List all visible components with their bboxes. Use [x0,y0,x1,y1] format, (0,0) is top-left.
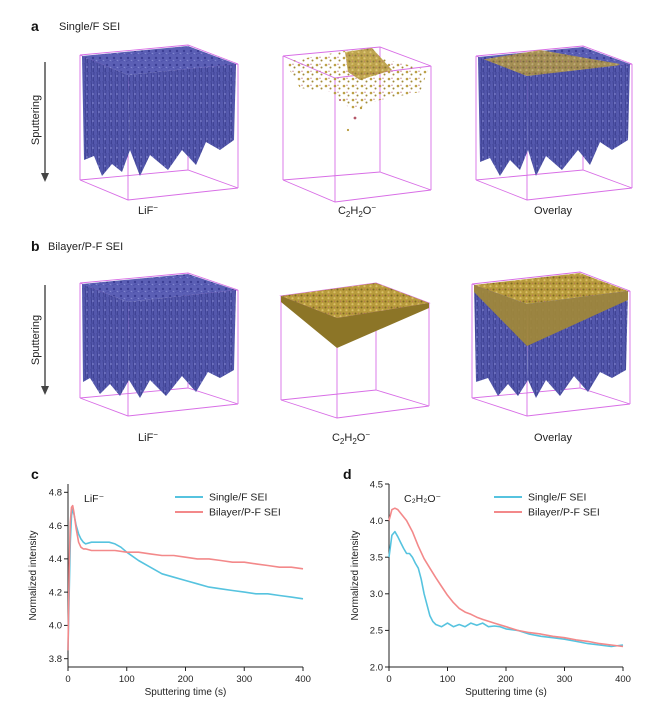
sputtering-arrowhead-b [41,386,49,395]
chart-c: 0 100 200 300 400 3.8 4.0 4.2 4.4 4.6 4.8 Sputterin… [28,484,311,698]
legend-entry: Single/F SEI [528,492,586,504]
y-tick-label: 4.2 [49,587,62,598]
x-tick-label: 0 [65,674,70,685]
lif-right-face [128,64,236,176]
c2h2o-b-layer [281,283,429,318]
caption-b-c2h2o: C2H2O− [332,430,370,446]
c2h2o-sparse-layer [285,50,428,110]
lif-top-surface [82,46,236,75]
x-tick-label: 300 [557,674,573,685]
y-tick-label: 2.5 [370,626,383,637]
cube-a-lif [79,44,239,201]
row-a-title: Single/F SEI [59,21,120,33]
x-axis-label: Sputtering time (s) [145,687,227,698]
overlay-b-c2h2o-band [474,285,628,346]
caption-a-lif: LiF− [138,203,158,217]
x-tick-label: 300 [236,674,252,685]
series-line-single [67,508,304,651]
lif-b-top [82,274,236,302]
x-tick-label: 100 [119,674,135,685]
lif-b-left [82,284,129,396]
x-tick-label: 0 [386,674,391,685]
x-axis-label: Sputtering time (s) [465,687,547,698]
caption-a-c2h2o: C2H2O− [338,203,376,219]
legend-entry: Bilayer/P-F SEI [528,507,600,519]
y-tick-label: 3.8 [49,654,62,665]
series-line-bilayer [388,507,624,648]
cube-b-c2h2o [279,282,431,419]
y-tick-label: 3.0 [370,589,383,600]
series-line-bilayer [67,504,304,651]
cube-a-overlay [475,45,633,201]
lif-b-right [128,290,236,398]
x-tick-label: 400 [615,674,631,685]
species-annotation: C₂H₂O⁻ [404,493,441,505]
caption-b-overlay: Overlay [534,432,572,444]
series-line-single [388,530,624,648]
sputtering-arrowhead-a [41,173,49,182]
cube-a-c2h2o [282,46,432,203]
y-tick-label: 4.4 [49,554,62,565]
x-tick-label: 100 [440,674,456,685]
x-tick-label: 200 [178,674,194,685]
y-tick-label: 4.0 [49,621,62,632]
panel-label-d: d [343,466,352,482]
y-tick-label: 4.0 [370,516,383,527]
row-b-title: Bilayer/P-F SEI [48,241,123,253]
y-axis-label: Normalized intensity [350,530,361,620]
panel-label-a: a [31,18,39,34]
sputtering-label-a: Sputtering [30,95,42,145]
x-tick-label: 400 [295,674,311,685]
caption-b-lif: LiF− [138,430,158,444]
legend-entry: Bilayer/P-F SEI [209,507,281,519]
c2h2o-dense-patch [345,48,392,80]
y-tick-label: 4.6 [49,521,62,532]
cube-b-lif [79,272,239,417]
y-tick-label: 4.5 [370,479,383,490]
overlay-b-top [474,273,628,304]
y-axis-label: Normalized intensity [28,530,39,620]
y-tick-label: 3.5 [370,553,383,564]
y-tick-label: 2.0 [370,662,383,673]
lif-left-face [82,56,130,176]
overlay-a-left [478,57,528,176]
y-tick-label: 4.8 [49,488,62,499]
sputtering-label-b: Sputtering [30,315,42,365]
panel-label-b: b [31,238,40,254]
chart-d: 0 100 200 300 400 2.0 2.5 3.0 3.5 4.0 4.5 Sputterin… [350,479,631,698]
panel-label-c: c [31,466,39,482]
c2h2o-b-layer-edge [281,296,429,348]
caption-a-overlay: Overlay [534,205,572,217]
overlay-a-right [527,64,630,176]
x-tick-label: 200 [498,674,514,685]
cube-b-overlay [471,271,631,417]
legend-entry: Single/F SEI [209,492,267,504]
species-annotation: LiF⁻ [84,493,104,505]
